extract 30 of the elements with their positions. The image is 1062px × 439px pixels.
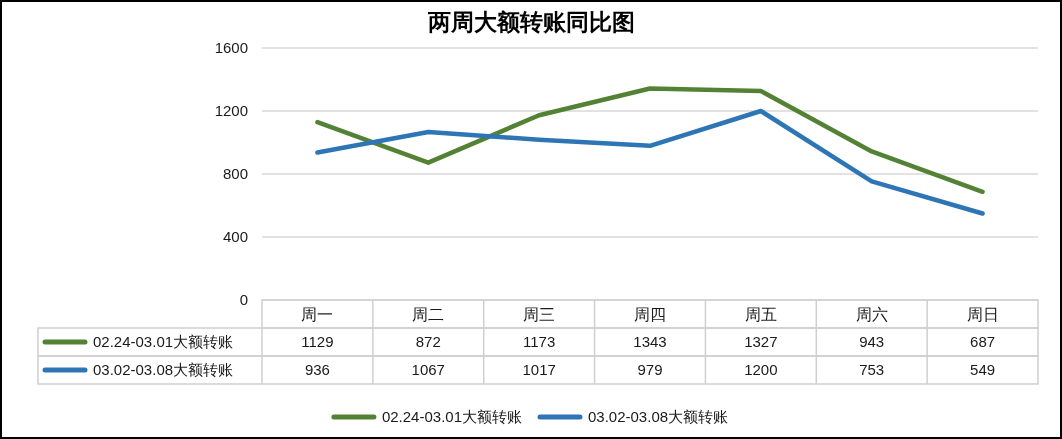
data-label: 1017	[522, 361, 556, 378]
data-label: 753	[859, 361, 885, 378]
data-label: 1173	[523, 333, 556, 350]
x-tick-label: 周日	[966, 306, 999, 323]
x-tick-label: 周二	[412, 306, 445, 323]
data-label: 943	[859, 333, 885, 350]
data-label: 872	[415, 333, 441, 350]
data-label: 979	[637, 361, 663, 378]
x-tick-label: 周一	[301, 306, 334, 323]
x-tick-label: 周六	[855, 306, 888, 323]
x-tick-label: 周三	[523, 306, 556, 323]
data-label: 1067	[411, 361, 445, 378]
y-tick-label: 0	[239, 291, 248, 308]
x-tick-label: 周四	[634, 306, 666, 323]
data-label: 1327	[744, 333, 778, 350]
title: 两周大额转账同比图	[427, 10, 635, 35]
data-label: 936	[304, 361, 330, 378]
legend-label: 02.24-03.01大额转账	[93, 333, 234, 350]
y-tick-label: 400	[222, 228, 248, 245]
data-label: 1343	[633, 333, 667, 350]
y-tick-label: 800	[222, 165, 248, 182]
legend-label: 03.02-03.08大额转账	[93, 361, 234, 378]
data-label: 549	[970, 361, 996, 378]
data-label: 1129	[301, 333, 334, 350]
data-label: 1200	[744, 361, 778, 378]
data-label: 687	[970, 333, 996, 350]
y-tick-label: 1600	[214, 39, 248, 56]
y-tick-label: 1200	[214, 102, 248, 119]
legend: 02.24-03.01大额转账 03.02-03.08大额转账	[331, 408, 729, 425]
x-tick-label: 周五	[744, 306, 777, 323]
